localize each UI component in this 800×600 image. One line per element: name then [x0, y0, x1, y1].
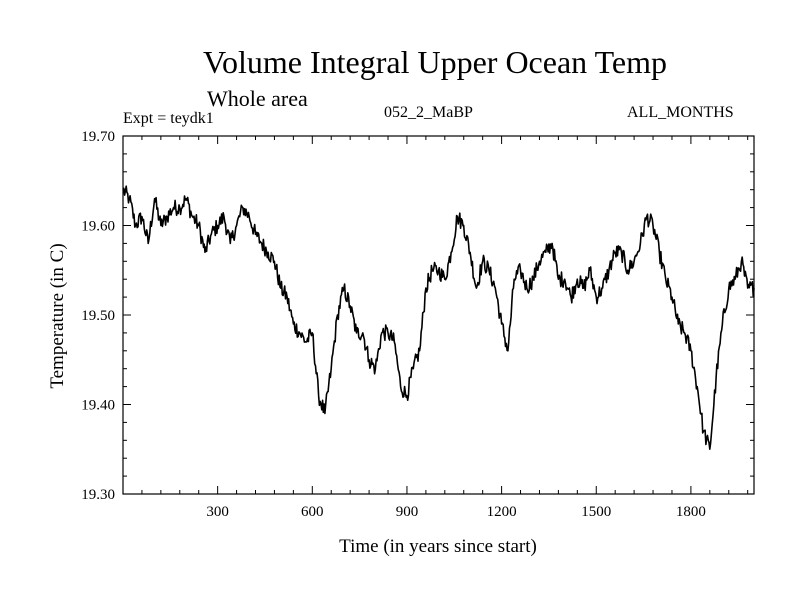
x-tick-label: 900	[396, 504, 419, 520]
y-tick-label: 19.40	[81, 398, 115, 414]
x-tick-label: 300	[206, 504, 229, 520]
y-tick-label: 19.70	[81, 129, 115, 145]
y-tick-label: 19.50	[81, 308, 115, 324]
x-tick-label: 600	[301, 504, 324, 520]
series-line	[122, 185, 755, 451]
x-tick-label: 1800	[676, 504, 706, 520]
y-tick-label: 19.30	[81, 487, 115, 503]
experiment-label: Expt = teydk1	[123, 110, 214, 127]
x-axis-label: Time (in years since start)	[339, 536, 537, 557]
y-tick-label: 19.60	[81, 219, 115, 235]
x-tick-label: 1200	[487, 504, 517, 520]
chart-title: Volume Integral Upper Ocean Temp	[203, 44, 667, 80]
months-label: ALL_MONTHS	[627, 104, 734, 121]
x-tick-label: 1500	[581, 504, 611, 520]
plot-frame	[122, 135, 755, 495]
run-label: 052_2_MaBP	[384, 104, 473, 121]
chart-subtitle: Whole area	[207, 86, 308, 111]
